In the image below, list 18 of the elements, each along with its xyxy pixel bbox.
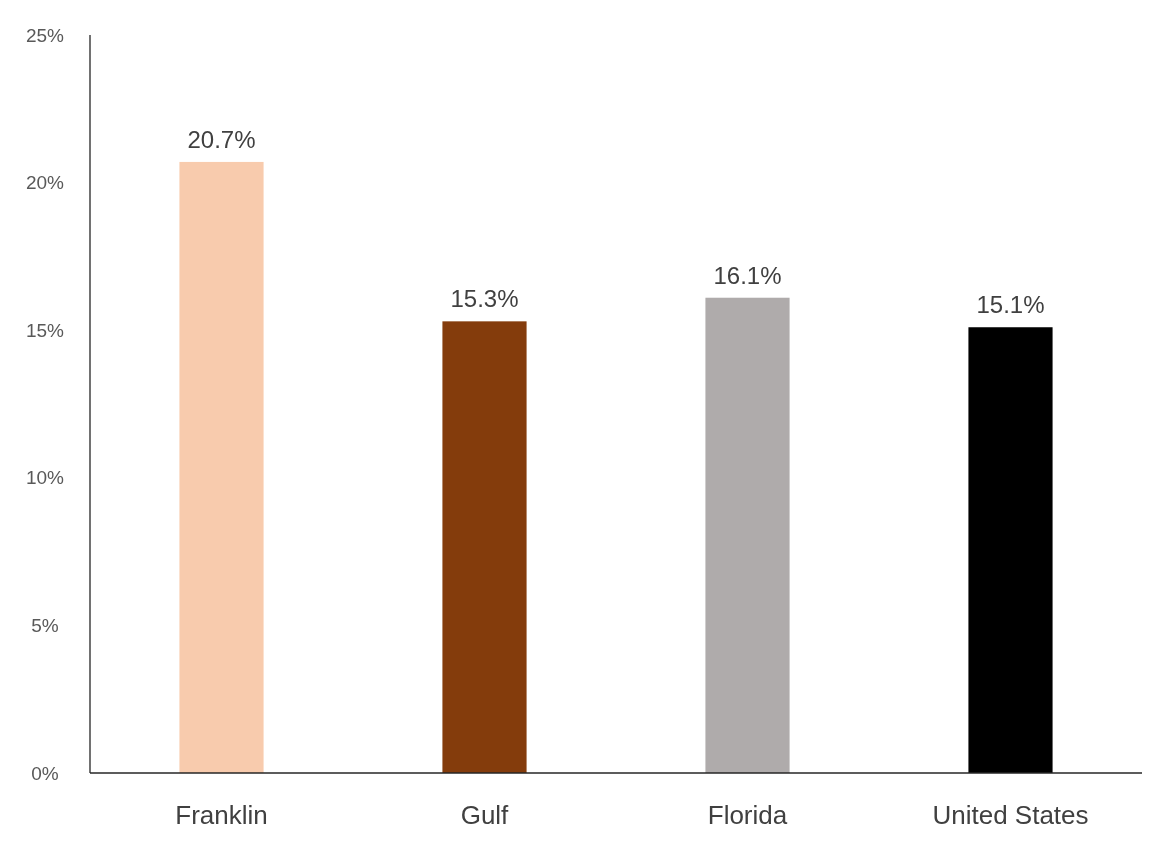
y-tick-label: 0%	[31, 762, 59, 784]
data-label: 16.1%	[713, 261, 782, 289]
y-tick-label: 10%	[25, 467, 65, 489]
y-tick-label: 5%	[31, 615, 59, 637]
x-tick-label: Franklin	[175, 800, 268, 831]
bar	[179, 161, 264, 773]
data-label: 20.7%	[187, 125, 256, 153]
bar	[968, 327, 1053, 773]
bar	[442, 321, 527, 773]
x-tick-label: Gulf	[460, 800, 510, 831]
x-tick-label: Florida	[707, 800, 788, 831]
y-tick-label: 25%	[25, 24, 65, 46]
bar	[705, 297, 790, 773]
x-tick-label: United States	[932, 800, 1089, 831]
y-tick-label: 15%	[25, 319, 65, 341]
y-tick-label: 20%	[25, 172, 65, 194]
data-label: 15.1%	[976, 291, 1045, 319]
data-label: 15.3%	[450, 285, 519, 313]
